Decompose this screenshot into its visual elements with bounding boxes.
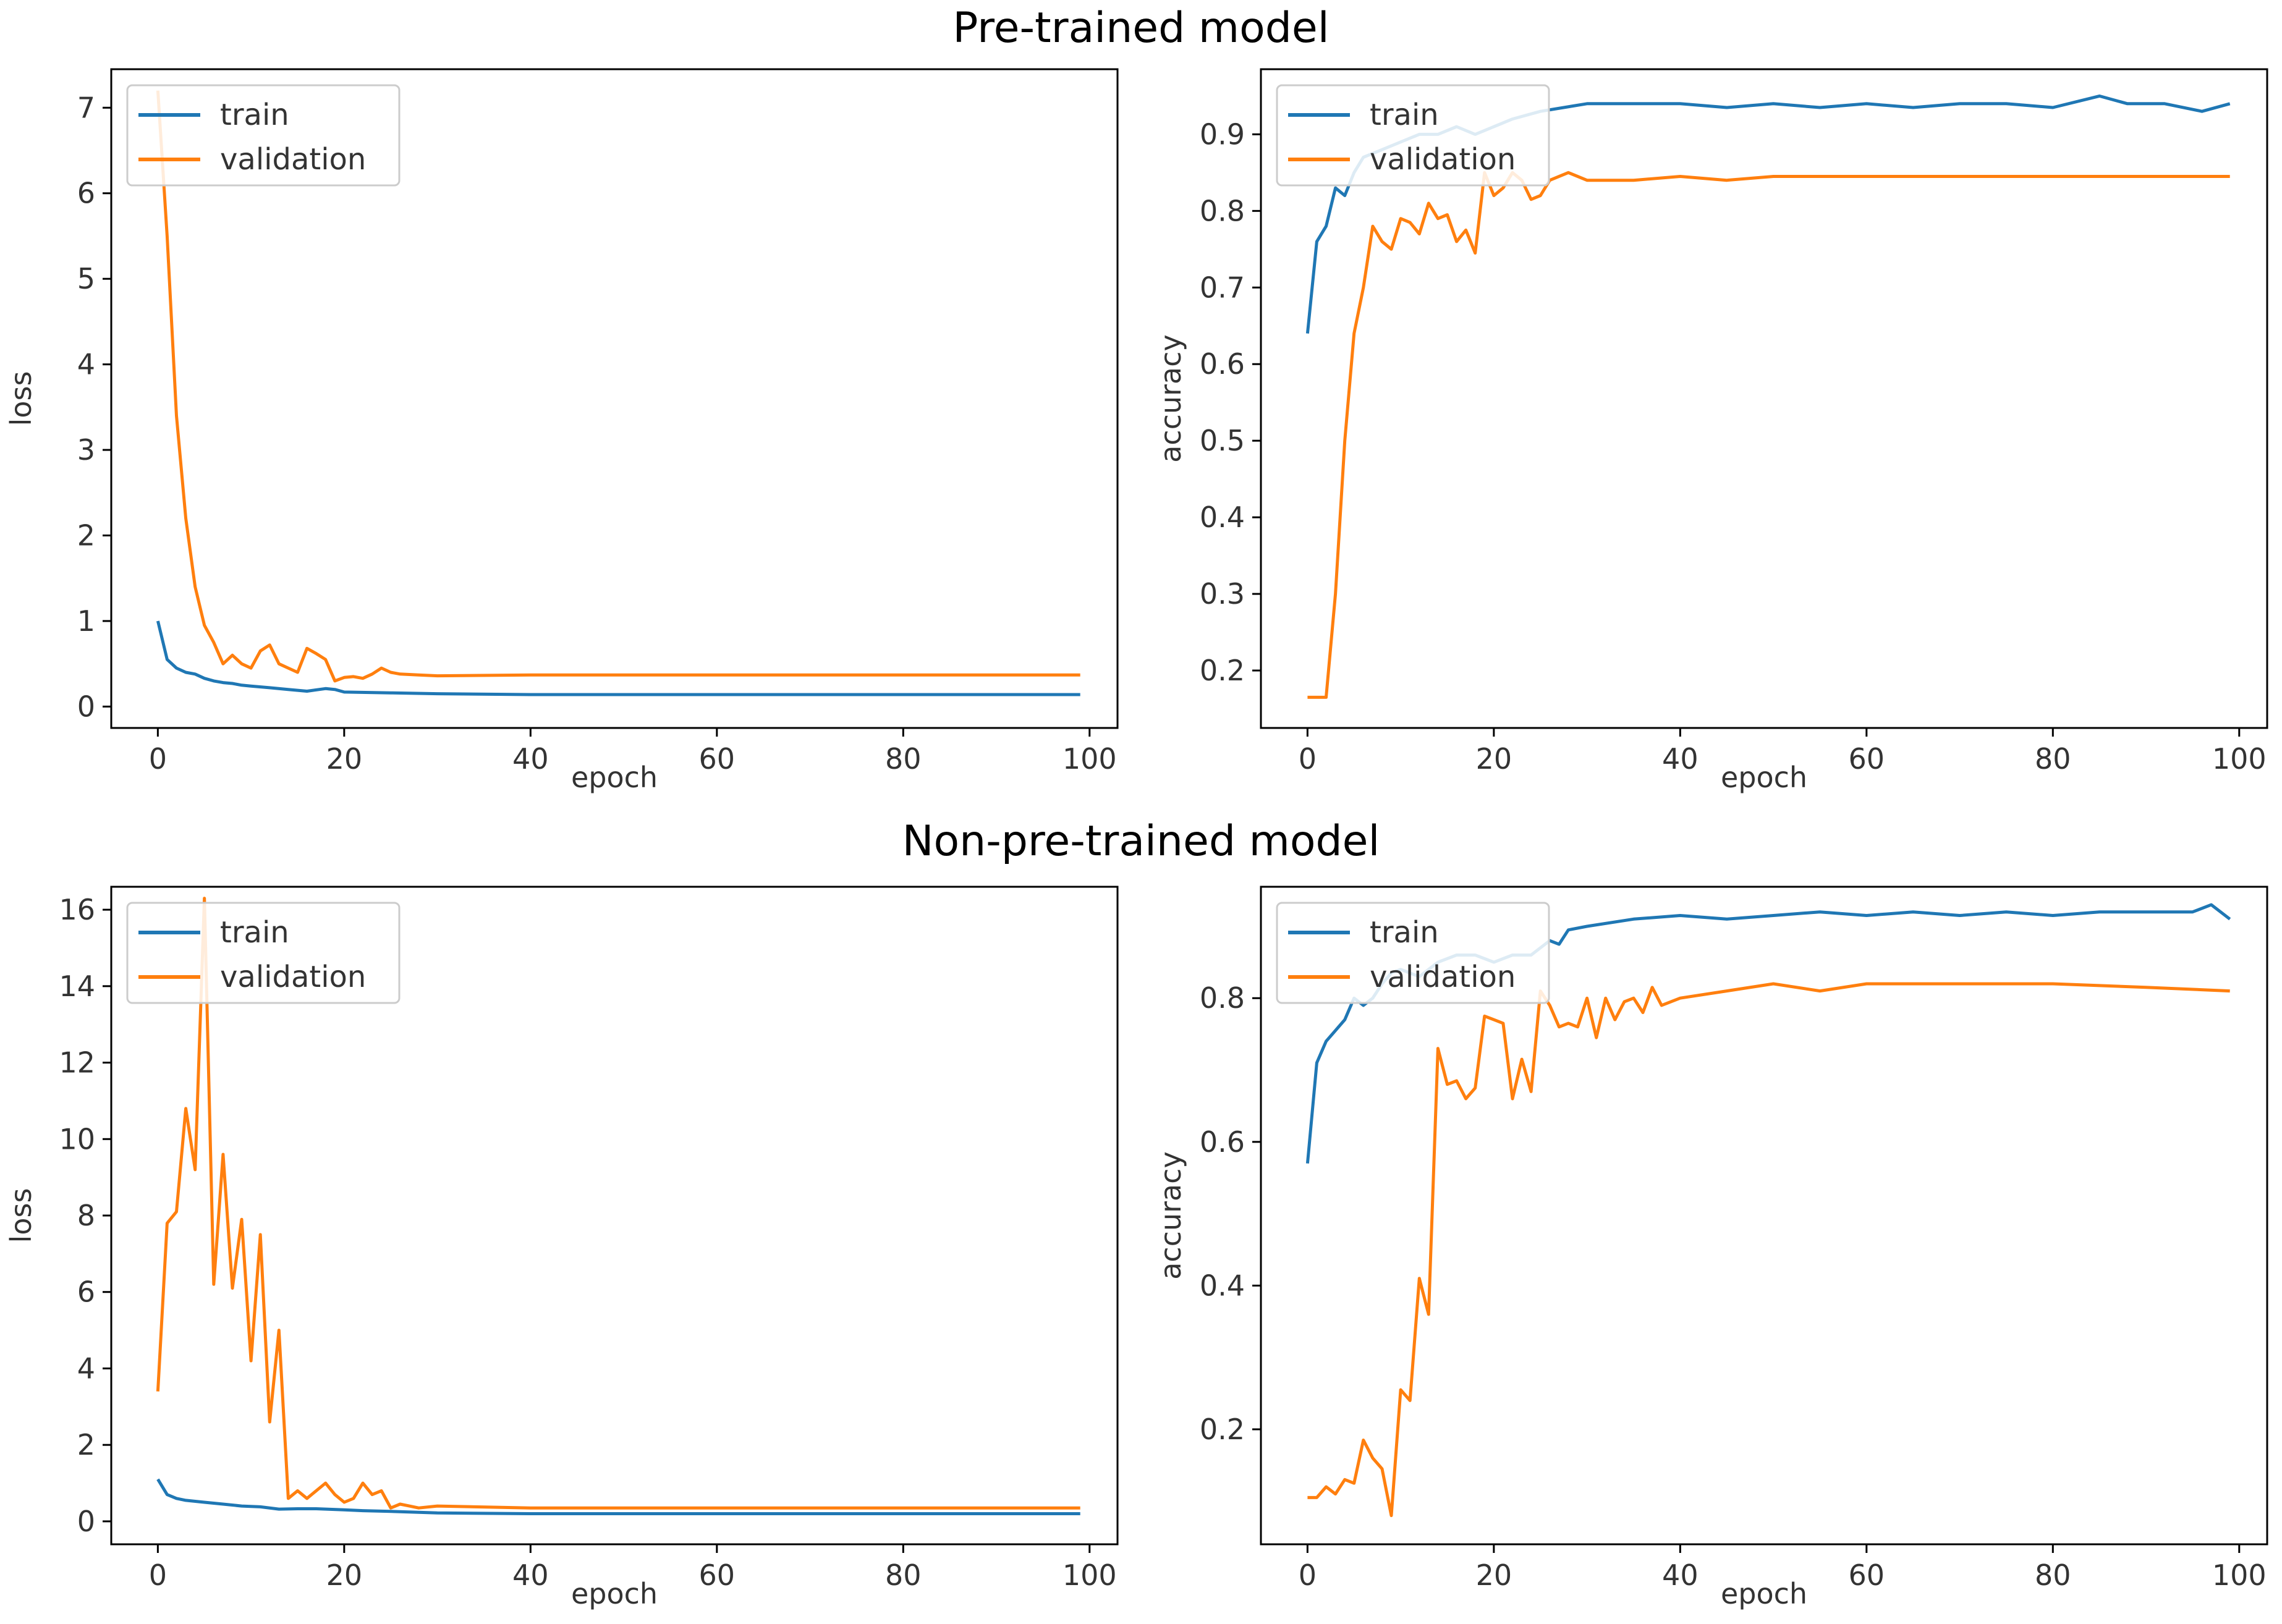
y-tick-label-4: 4 <box>77 348 95 381</box>
series-line-validation <box>156 90 1080 683</box>
y-tick-label-5: 10 <box>59 1122 95 1156</box>
plot-frame <box>110 68 1119 729</box>
y-tick-label-3: 3 <box>77 433 95 467</box>
nonpretrained-accuracy-chart: 0 20 40 60 80 100 0.2 0.4 0.6 0.8 epoch accuracy tra… <box>1154 886 2268 1610</box>
y-tick-label-3: 6 <box>77 1275 95 1309</box>
plot-frame <box>1260 68 2268 729</box>
y-tick-label-0: 0.2 <box>1200 654 1245 687</box>
y-tick-label-1: 1 <box>77 604 95 638</box>
y-tick-label-1: 0.4 <box>1200 1269 1245 1302</box>
y-axis-label: accuracy <box>1154 1151 1187 1280</box>
y-tick-label-4: 0.6 <box>1200 347 1245 381</box>
x-tick-label-4: 80 <box>2035 1558 2071 1592</box>
y-tick-label-2: 4 <box>77 1351 95 1385</box>
series-line-train <box>156 1478 1080 1515</box>
y-axis-label: loss <box>4 371 38 426</box>
y-tick-label-2: 0.4 <box>1200 501 1245 534</box>
y-tick-label-4: 8 <box>77 1199 95 1232</box>
legend-label-train: train <box>220 915 289 950</box>
x-axis-label: epoch <box>1721 761 1807 794</box>
y-tick-label-2: 2 <box>77 519 95 552</box>
x-tick-label-1: 20 <box>1476 742 1512 776</box>
y-tick-label-0: 0 <box>77 690 95 723</box>
y-tick-label-0: 0.2 <box>1200 1413 1245 1446</box>
x-axis-label: epoch <box>1721 1577 1807 1610</box>
plot-frame <box>1260 886 2268 1546</box>
y-tick-label-5: 0.7 <box>1200 271 1245 304</box>
x-axis-label: epoch <box>571 1577 658 1610</box>
y-tick-label-7: 0.9 <box>1200 117 1245 151</box>
x-tick-label-2: 40 <box>1662 742 1699 776</box>
x-tick-label-0: 0 <box>149 1558 167 1592</box>
x-tick-label-2: 40 <box>1662 1558 1699 1592</box>
x-tick-label-4: 80 <box>885 742 922 776</box>
y-tick-label-2: 0.6 <box>1200 1125 1245 1159</box>
x-tick-label-2: 40 <box>512 1558 549 1592</box>
y-tick-label-3: 0.8 <box>1200 981 1245 1015</box>
y-tick-label-7: 7 <box>77 91 95 124</box>
y-axis-label: loss <box>4 1188 38 1243</box>
x-tick-label-3: 60 <box>1849 742 1885 776</box>
y-tick-label-1: 2 <box>77 1428 95 1461</box>
nonpretrained-loss-chart: 0 20 40 60 80 100 0 2 4 6 8 10 12 14 16 epoch loss train v… <box>4 886 1119 1610</box>
series-line-train <box>156 620 1080 696</box>
pretrained-section-title: Pre-trained model <box>952 4 1330 53</box>
x-tick-label-3: 60 <box>699 1558 736 1592</box>
y-tick-label-6: 6 <box>77 177 95 210</box>
legend-label-train: train <box>1370 98 1439 132</box>
x-tick-label-4: 80 <box>885 1558 922 1592</box>
x-tick-label-5: 100 <box>2212 1558 2267 1592</box>
y-tick-label-8: 16 <box>59 893 95 926</box>
x-tick-label-0: 0 <box>149 742 167 776</box>
series-line-validation <box>1307 171 2230 699</box>
y-tick-label-1: 0.3 <box>1200 577 1245 611</box>
legend-label-validation: validation <box>1370 960 1516 994</box>
pretrained-accuracy-chart: 0 20 40 60 80 100 0.2 0.3 0.4 0.5 0.6 0.7 0.8 0.9 epoc… <box>1154 68 2268 794</box>
x-tick-label-3: 60 <box>699 742 736 776</box>
x-tick-label-2: 40 <box>512 742 549 776</box>
legend-label-train: train <box>220 98 289 132</box>
series-line-validation <box>156 897 1080 1510</box>
y-axis-label: accuracy <box>1154 334 1187 463</box>
y-tick-label-3: 0.5 <box>1200 424 1245 457</box>
y-tick-label-7: 14 <box>59 970 95 1003</box>
nonpretrained-section-title: Non-pre-trained model <box>902 817 1380 866</box>
x-tick-label-4: 80 <box>2035 742 2071 776</box>
y-tick-label-6: 12 <box>59 1046 95 1080</box>
legend-label-validation: validation <box>220 960 366 994</box>
x-tick-label-1: 20 <box>326 742 363 776</box>
legend-label-validation: validation <box>220 142 366 177</box>
x-tick-label-1: 20 <box>326 1558 363 1592</box>
x-tick-label-0: 0 <box>1299 742 1317 776</box>
x-tick-label-5: 100 <box>1063 742 1117 776</box>
legend-label-train: train <box>1370 915 1439 950</box>
y-tick-label-0: 0 <box>77 1505 95 1538</box>
legend-label-validation: validation <box>1370 142 1516 177</box>
x-tick-label-0: 0 <box>1299 1558 1317 1592</box>
x-tick-label-1: 20 <box>1476 1558 1512 1592</box>
x-axis-label: epoch <box>571 761 658 794</box>
x-tick-label-5: 100 <box>2212 742 2267 776</box>
x-tick-label-3: 60 <box>1849 1558 1885 1592</box>
series-line-validation <box>1307 982 2230 1517</box>
x-tick-label-5: 100 <box>1063 1558 1117 1592</box>
y-tick-label-6: 0.8 <box>1200 194 1245 227</box>
y-tick-label-5: 5 <box>77 262 95 295</box>
pretrained-loss-chart: 0 20 40 60 80 100 0 1 2 3 4 5 6 7 epoch loss train valida… <box>4 68 1119 794</box>
